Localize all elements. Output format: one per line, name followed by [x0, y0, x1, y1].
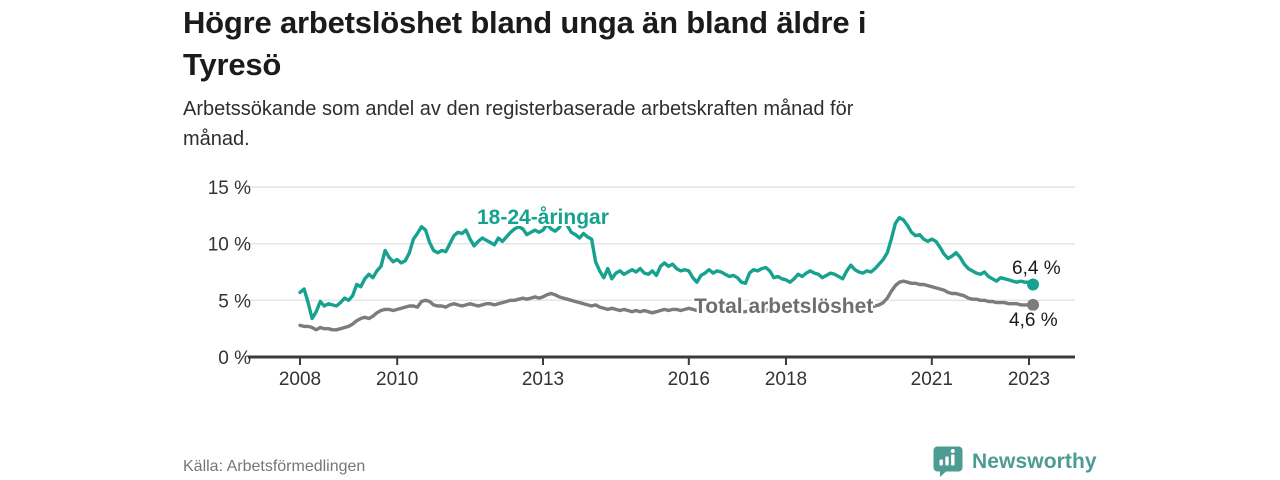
series-label-total: Total arbetslöshet — [694, 295, 874, 318]
newsworthy-icon — [933, 446, 963, 477]
x-tick-label: 2021 — [911, 369, 953, 390]
x-tick-label: 2016 — [668, 369, 710, 390]
page-title-line1: Högre arbetslöshet bland unga än bland ä… — [183, 5, 867, 40]
brand-logo: Newsworthy — [933, 446, 1097, 477]
x-tick-label: 2023 — [1008, 369, 1050, 390]
x-tick-label: 2013 — [522, 369, 564, 390]
source-note: Källa: Arbetsförmedlingen — [183, 458, 366, 475]
y-tick-label: 10 % — [208, 235, 251, 256]
series-line-18-24-åringar — [298, 215, 1035, 321]
chart-subtitle-line1: Arbetssökande som andel av den registerb… — [183, 98, 854, 120]
page-title: Högre arbetslöshet bland unga än bland ä… — [183, 2, 1083, 86]
end-value-label-youth: 6,4 % — [1012, 258, 1061, 279]
series-label-youth: 18-24-åringar — [477, 206, 609, 229]
x-tick-label: 2008 — [279, 369, 321, 390]
chart-subtitle: Arbetssökande som andel av den registerb… — [183, 94, 1083, 154]
chart-subtitle-line2: månad. — [183, 128, 250, 150]
x-tick-label: 2018 — [765, 369, 807, 390]
page-title-line2: Tyresö — [183, 47, 282, 82]
y-tick-label: 15 % — [208, 178, 251, 199]
y-tick-label: 5 % — [218, 291, 251, 312]
series-end-dot-Total arbetslöshet — [1027, 298, 1040, 311]
y-tick-label: 0 % — [218, 348, 251, 369]
series-end-dot-18-24-åringar — [1027, 278, 1040, 291]
brand-name: Newsworthy — [972, 449, 1097, 473]
x-tick-label: 2010 — [376, 369, 418, 390]
series-line-Total arbetslöshet — [298, 279, 1035, 332]
end-value-label-total: 4,6 % — [1009, 310, 1058, 331]
